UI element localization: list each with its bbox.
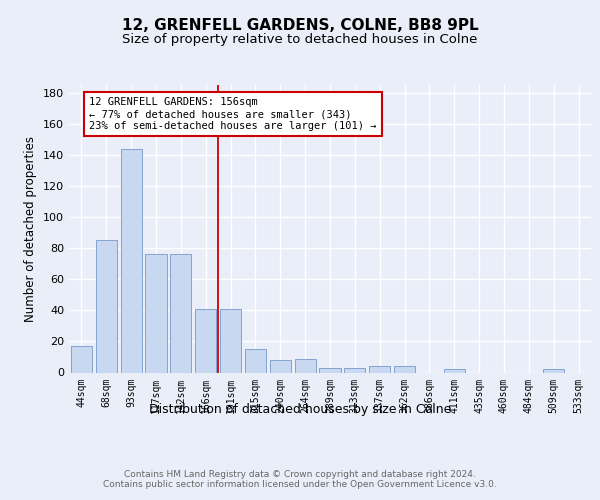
Y-axis label: Number of detached properties: Number of detached properties	[25, 136, 37, 322]
Bar	[245, 349, 266, 372]
Bar	[270, 360, 291, 372]
Bar	[220, 309, 241, 372]
Bar	[344, 368, 365, 372]
Bar	[195, 309, 216, 372]
Text: 12 GRENFELL GARDENS: 156sqm
← 77% of detached houses are smaller (343)
23% of se: 12 GRENFELL GARDENS: 156sqm ← 77% of det…	[89, 98, 376, 130]
Bar	[170, 254, 191, 372]
Bar	[394, 366, 415, 372]
Bar	[543, 370, 564, 372]
Bar	[369, 366, 390, 372]
Bar	[96, 240, 117, 372]
Bar	[295, 358, 316, 372]
Text: Contains HM Land Registry data © Crown copyright and database right 2024.
Contai: Contains HM Land Registry data © Crown c…	[103, 470, 497, 490]
Text: 12, GRENFELL GARDENS, COLNE, BB8 9PL: 12, GRENFELL GARDENS, COLNE, BB8 9PL	[122, 18, 478, 32]
Bar	[121, 148, 142, 372]
Bar	[71, 346, 92, 372]
Bar	[444, 370, 465, 372]
Bar	[319, 368, 341, 372]
Bar	[145, 254, 167, 372]
Text: Size of property relative to detached houses in Colne: Size of property relative to detached ho…	[122, 32, 478, 46]
Text: Distribution of detached houses by size in Colne: Distribution of detached houses by size …	[149, 402, 451, 415]
